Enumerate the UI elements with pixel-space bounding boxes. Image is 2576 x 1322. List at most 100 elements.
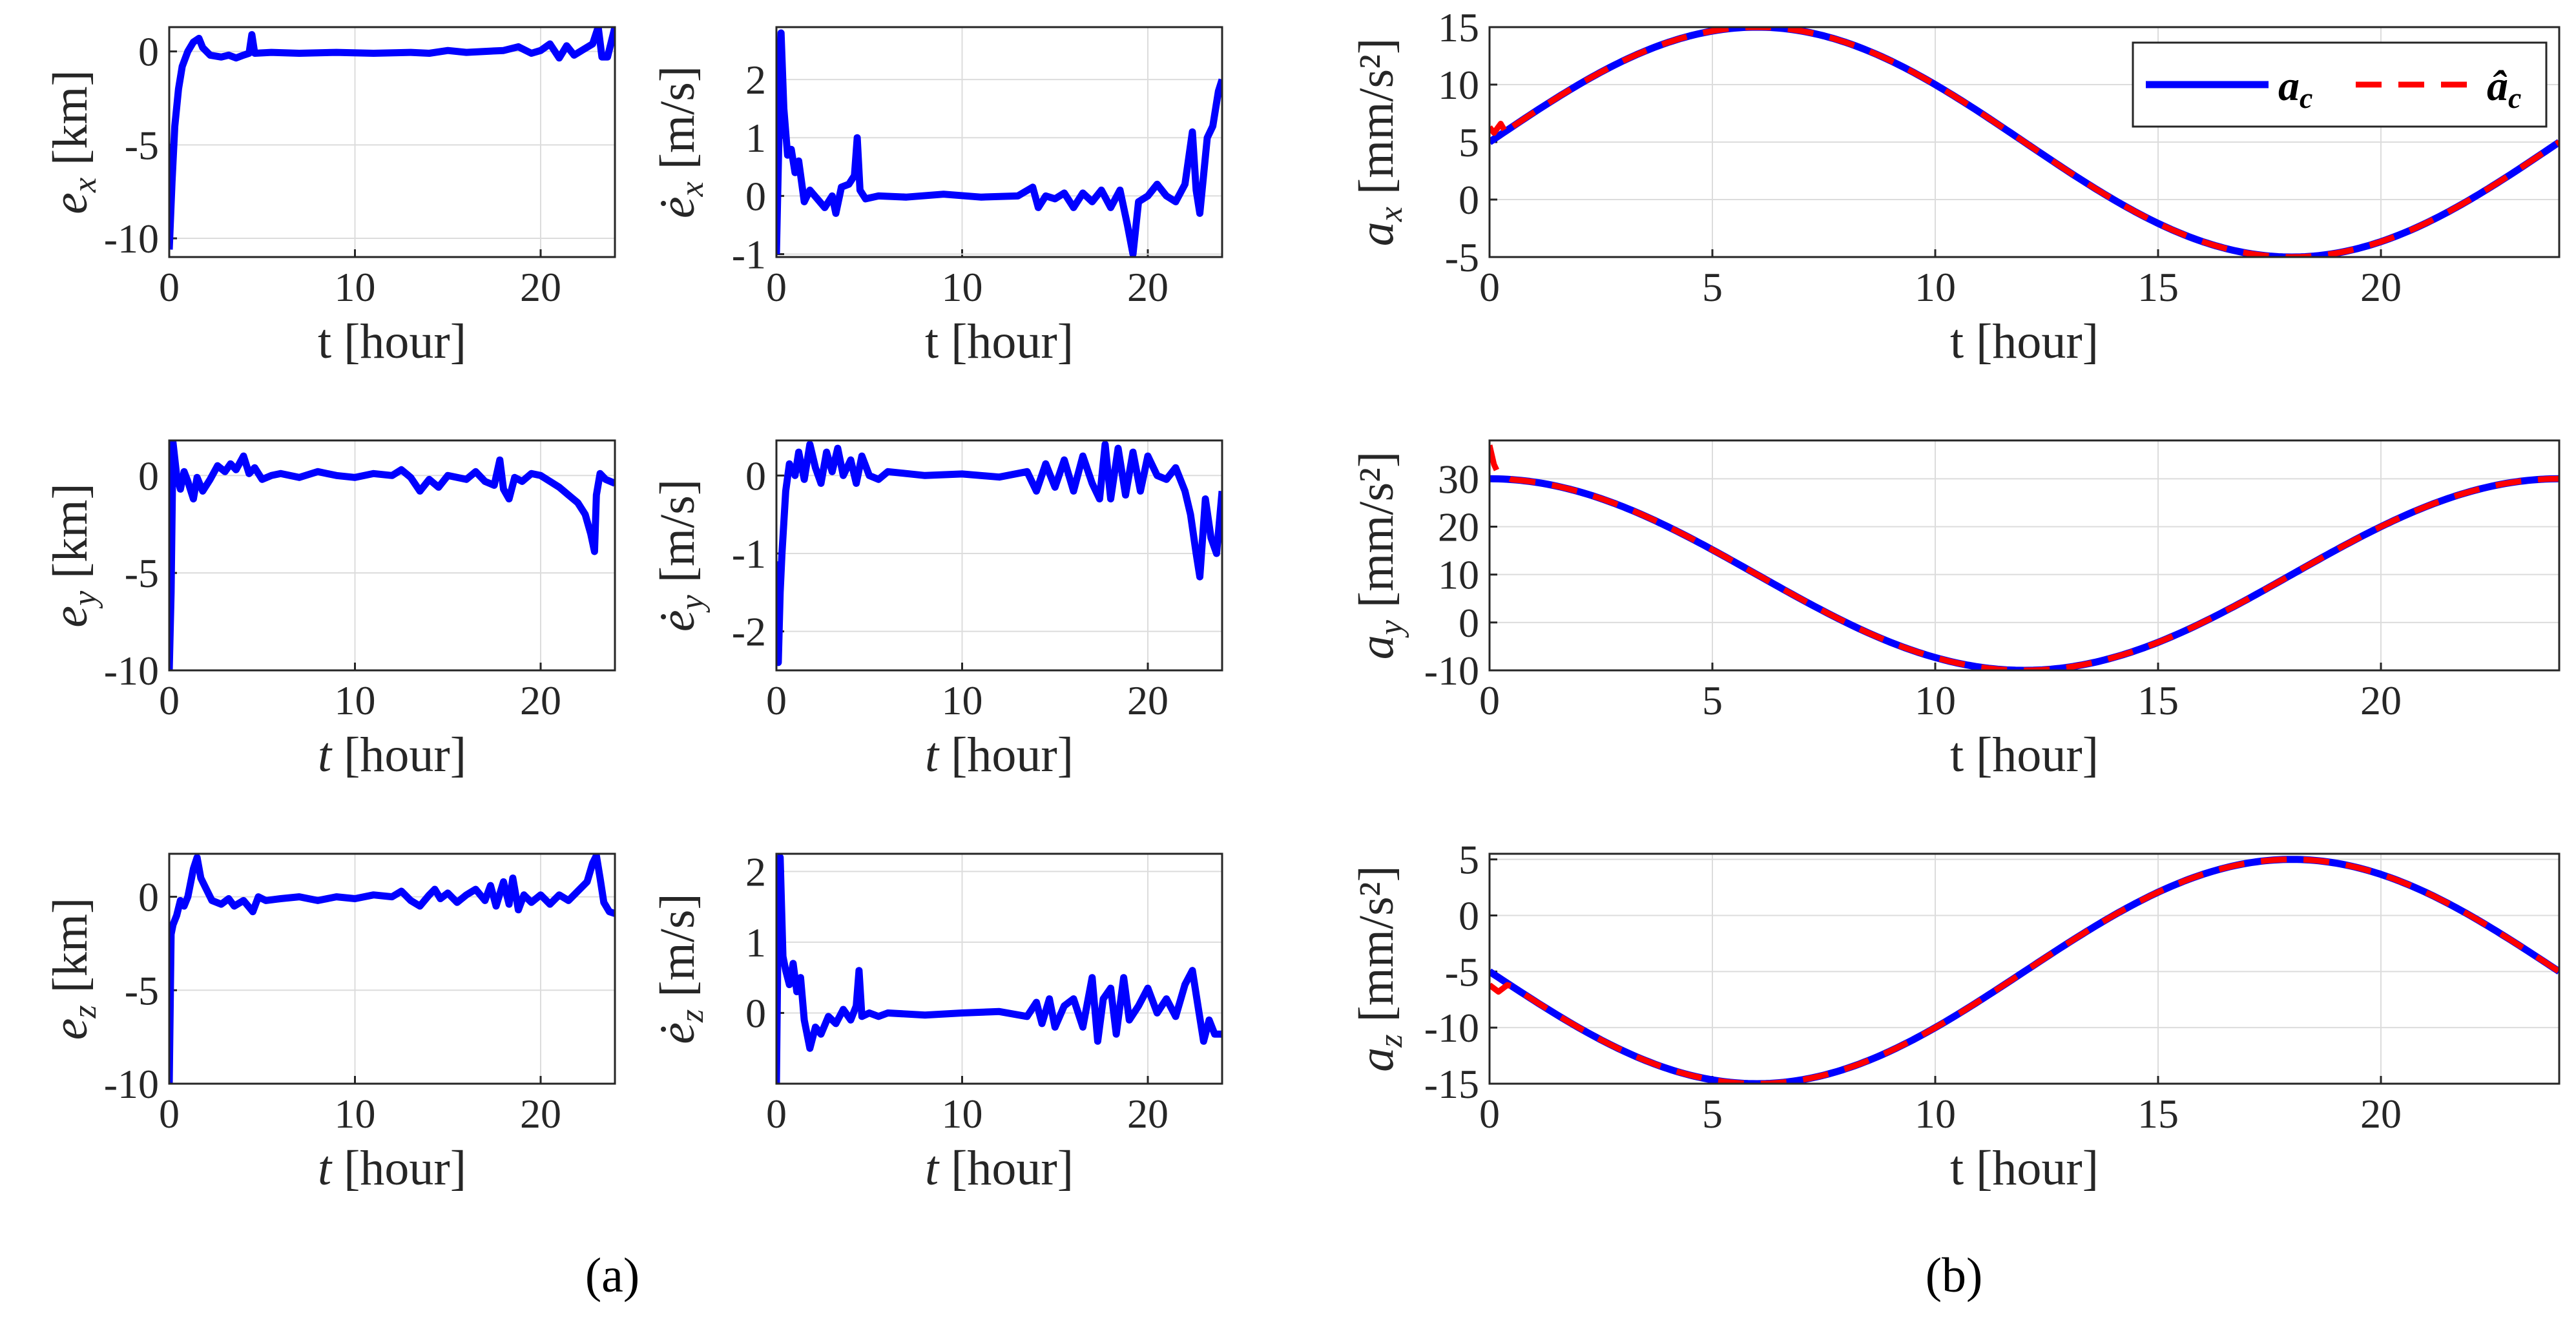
y-tick-label: -1 (732, 231, 766, 277)
axis-frame (168, 439, 616, 672)
legend-entry-estimate: âc (2487, 63, 2521, 114)
y-tick-label: -10 (1424, 648, 1479, 694)
axis-frame (168, 852, 616, 1085)
series-line-dex (776, 29, 1222, 257)
y-axis-label: ax [mm/s²] (1349, 38, 1409, 246)
x-tick-label: 0 (766, 1091, 787, 1137)
x-tick-label: 0 (159, 677, 180, 723)
x-axis-label: t [hour] (1950, 728, 2099, 782)
y-tick-label: 10 (1438, 552, 1479, 598)
x-tick-label: 15 (2137, 264, 2179, 310)
x-tick-label: 20 (520, 677, 561, 723)
x-tick-label: 10 (1915, 1091, 1956, 1137)
x-tick-label: 0 (766, 264, 787, 310)
x-axis-label: t [hour] (925, 315, 1074, 369)
x-tick-label: 10 (335, 677, 376, 723)
y-tick-label: 0 (138, 874, 159, 920)
plot-background (776, 27, 1222, 257)
y-tick-label: -5 (125, 550, 159, 596)
chart-ex: 0 10 20 -10 -5 0 t [hour] ex [km] (43, 26, 616, 369)
y-tick-label: 0 (1459, 600, 1479, 646)
plot-background (776, 854, 1222, 1084)
x-tick-label: 20 (1127, 677, 1169, 723)
y-axis-label: ey [km] (43, 483, 103, 628)
x-tick-label: 10 (942, 1091, 983, 1137)
y-axis-label: ay [mm/s²] (1349, 451, 1409, 659)
y-axis-label: ėx [m/s] (650, 66, 711, 218)
series-line-ez (169, 854, 615, 1084)
y-tick-label: 10 (1438, 62, 1479, 108)
y-tick-label: 0 (1459, 893, 1479, 939)
legend: ac âc (2132, 41, 2548, 128)
y-axis-label: az [mm/s²] (1349, 865, 1409, 1072)
y-tick-label: 0 (138, 29, 159, 75)
y-tick-label: -5 (125, 967, 159, 1013)
x-axis-label: t [hour] (318, 315, 466, 369)
y-tick-label: 1 (745, 920, 766, 966)
plot-background (1490, 440, 2559, 670)
y-tick-label: -10 (104, 1061, 159, 1107)
y-tick-label: 20 (1438, 504, 1479, 550)
series-line-dez (776, 854, 1222, 1084)
chart-ey: 0 10 20 -10 -5 0 t [hour] ey [km] (43, 439, 616, 782)
axis-frame (168, 26, 616, 258)
y-tick-label: -5 (125, 122, 159, 168)
y-tick-label: 0 (138, 453, 159, 499)
chart-edy: 0 10 20 -2 -1 0 t [hour] ėy [m/s] (650, 439, 1223, 782)
y-tick-label: 0 (745, 173, 766, 219)
x-axis-label: t [hour] (318, 1141, 466, 1195)
y-tick-label: 5 (1459, 119, 1479, 165)
plot-background (169, 854, 615, 1084)
panel-label-b: (b) (1926, 1248, 1983, 1303)
x-tick-label: 5 (1702, 1091, 1723, 1137)
x-tick-label: 20 (2360, 1091, 2402, 1137)
y-tick-label: -10 (1424, 1005, 1479, 1051)
series-line-ey (169, 440, 615, 670)
series-line-c-estimate (1490, 27, 2559, 257)
axis-frame (775, 852, 1223, 1085)
x-tick-label: 10 (942, 264, 983, 310)
x-tick-label: 20 (1127, 264, 1169, 310)
y-tick-label: 15 (1438, 5, 1479, 50)
y-tick-label: -2 (732, 609, 766, 655)
axis-frame (1488, 26, 2560, 258)
y-tick-label: 2 (745, 57, 766, 103)
x-axis-label: t [hour] (318, 728, 466, 782)
y-tick-label: 5 (1459, 837, 1479, 883)
x-tick-label: 15 (2137, 677, 2179, 723)
x-tick-label: 10 (335, 264, 376, 310)
x-tick-label: 0 (159, 1091, 180, 1137)
y-tick-label: -5 (1445, 234, 1479, 280)
y-axis-label: ėz [m/s] (650, 893, 711, 1044)
axis-frame (1488, 439, 2560, 672)
axis-frame (1488, 852, 2560, 1085)
x-tick-label: 10 (1915, 677, 1956, 723)
x-tick-label: 0 (1479, 264, 1500, 310)
y-axis-label: ex [km] (43, 70, 103, 214)
x-axis-label: t [hour] (1950, 315, 2099, 369)
legend-entry-truth: ac (2278, 63, 2312, 114)
x-tick-label: 0 (1479, 677, 1500, 723)
series-group (1490, 856, 2559, 1084)
y-tick-label: -10 (104, 648, 159, 694)
x-tick-label: 20 (2360, 264, 2402, 310)
x-tick-label: 20 (2360, 677, 2402, 723)
x-tick-label: 5 (1702, 264, 1723, 310)
chart-edz: 0 10 20 0 1 2 t [hour] ėz [m/s] (650, 849, 1223, 1195)
y-tick-label: -1 (732, 531, 766, 577)
panel-label-a: (a) (585, 1248, 639, 1303)
x-axis-label: t [hour] (925, 728, 1074, 782)
plot-background (169, 27, 615, 257)
chart-az: 0 5 10 15 20 -15 -10 -5 0 5 t [hour] az [mm/s²] (1349, 837, 2560, 1195)
y-tick-label: 2 (745, 849, 766, 894)
x-axis-label: t [hour] (925, 1141, 1074, 1195)
x-tick-label: 0 (766, 677, 787, 723)
y-tick-label: -15 (1424, 1061, 1479, 1107)
x-tick-label: 10 (1915, 264, 1956, 310)
x-tick-label: 10 (942, 677, 983, 723)
y-tick-label: -5 (1445, 949, 1479, 995)
